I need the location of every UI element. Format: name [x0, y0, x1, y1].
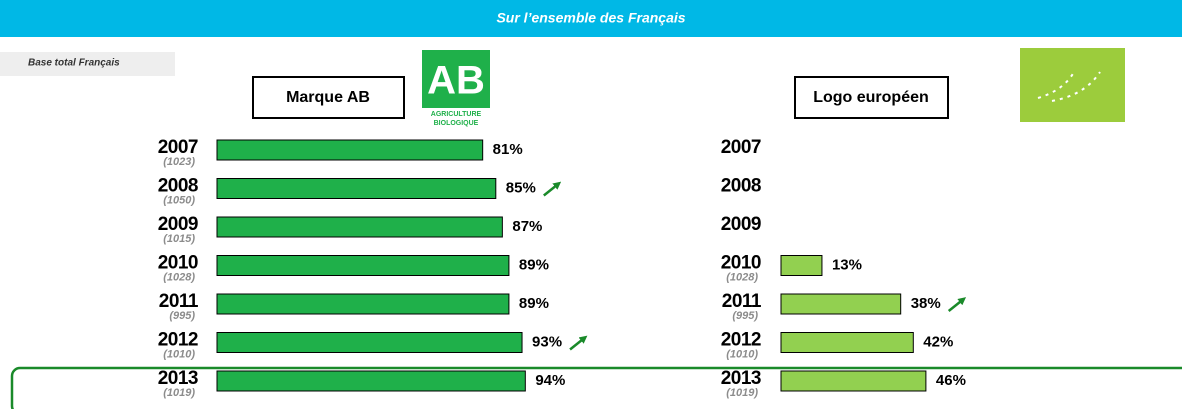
highlight-row [10, 366, 1182, 409]
value-label: 85% [506, 179, 536, 196]
increase-arrow [569, 335, 588, 351]
year-label: 2010 [158, 253, 198, 274]
bar [216, 293, 510, 315]
base-label: (1028) [726, 271, 758, 283]
value-label: 94% [535, 372, 565, 389]
chart-title-box [794, 76, 949, 119]
year-label: 2007 [721, 137, 761, 158]
eu-logo-stars [1037, 69, 1101, 102]
bar [216, 332, 523, 353]
value-label: 87% [512, 218, 542, 235]
year-label: 2009 [721, 214, 761, 235]
value-label: 89% [519, 295, 549, 312]
base-label: (995) [169, 310, 195, 322]
base-note-box [0, 52, 175, 76]
ab-logo-caption: BIOLOGIQUE [434, 120, 479, 127]
base-label: (1019) [163, 387, 195, 399]
eu-logo [1020, 48, 1125, 122]
value-label: 38% [911, 295, 941, 312]
value-label: 13% [832, 256, 862, 273]
bar [780, 255, 823, 276]
bar [780, 370, 927, 392]
year-label: 2013 [721, 368, 761, 389]
chart-title: Logo européen [813, 89, 929, 106]
year-label: 2011 [159, 291, 199, 312]
ab-logo-text: AB [427, 59, 485, 103]
value-label: 42% [923, 333, 953, 350]
bar [216, 370, 526, 392]
increase-arrow [947, 297, 967, 312]
base-label: (1010) [163, 348, 195, 360]
value-label: 93% [532, 333, 562, 350]
value-label: 81% [493, 141, 523, 158]
ab-logo [422, 50, 490, 108]
bar [216, 255, 510, 276]
header-title: Sur l’ensemble des Français [496, 10, 685, 26]
year-label: 2008 [721, 176, 761, 197]
year-label: 2008 [158, 176, 198, 197]
chart-title: Marque AB [286, 89, 370, 106]
base-label: (1023) [163, 156, 195, 168]
bar [780, 293, 902, 315]
base-label: (1019) [726, 387, 758, 399]
value-label: 89% [519, 256, 549, 273]
base-label: (995) [732, 310, 758, 322]
base-label: (1015) [163, 233, 195, 245]
base-note: Base total Français [28, 58, 120, 69]
year-label: 2013 [158, 368, 198, 389]
base-label: (1028) [163, 271, 195, 283]
base-label: (1010) [726, 348, 758, 360]
year-label: 2012 [721, 330, 761, 351]
bar [780, 332, 914, 353]
year-label: 2011 [722, 291, 762, 312]
year-label: 2007 [158, 137, 198, 158]
increase-arrow [543, 181, 562, 197]
bar [216, 139, 484, 161]
year-label: 2010 [721, 253, 761, 274]
bar [216, 178, 497, 199]
year-label: 2012 [158, 330, 198, 351]
chart-title-box [252, 76, 405, 119]
ab-logo-caption: AGRICULTURE [431, 111, 482, 118]
base-label: (1050) [163, 194, 195, 206]
bar [216, 216, 503, 238]
value-label: 46% [936, 372, 966, 389]
header-bar [0, 0, 1182, 37]
year-label: 2009 [158, 214, 198, 235]
